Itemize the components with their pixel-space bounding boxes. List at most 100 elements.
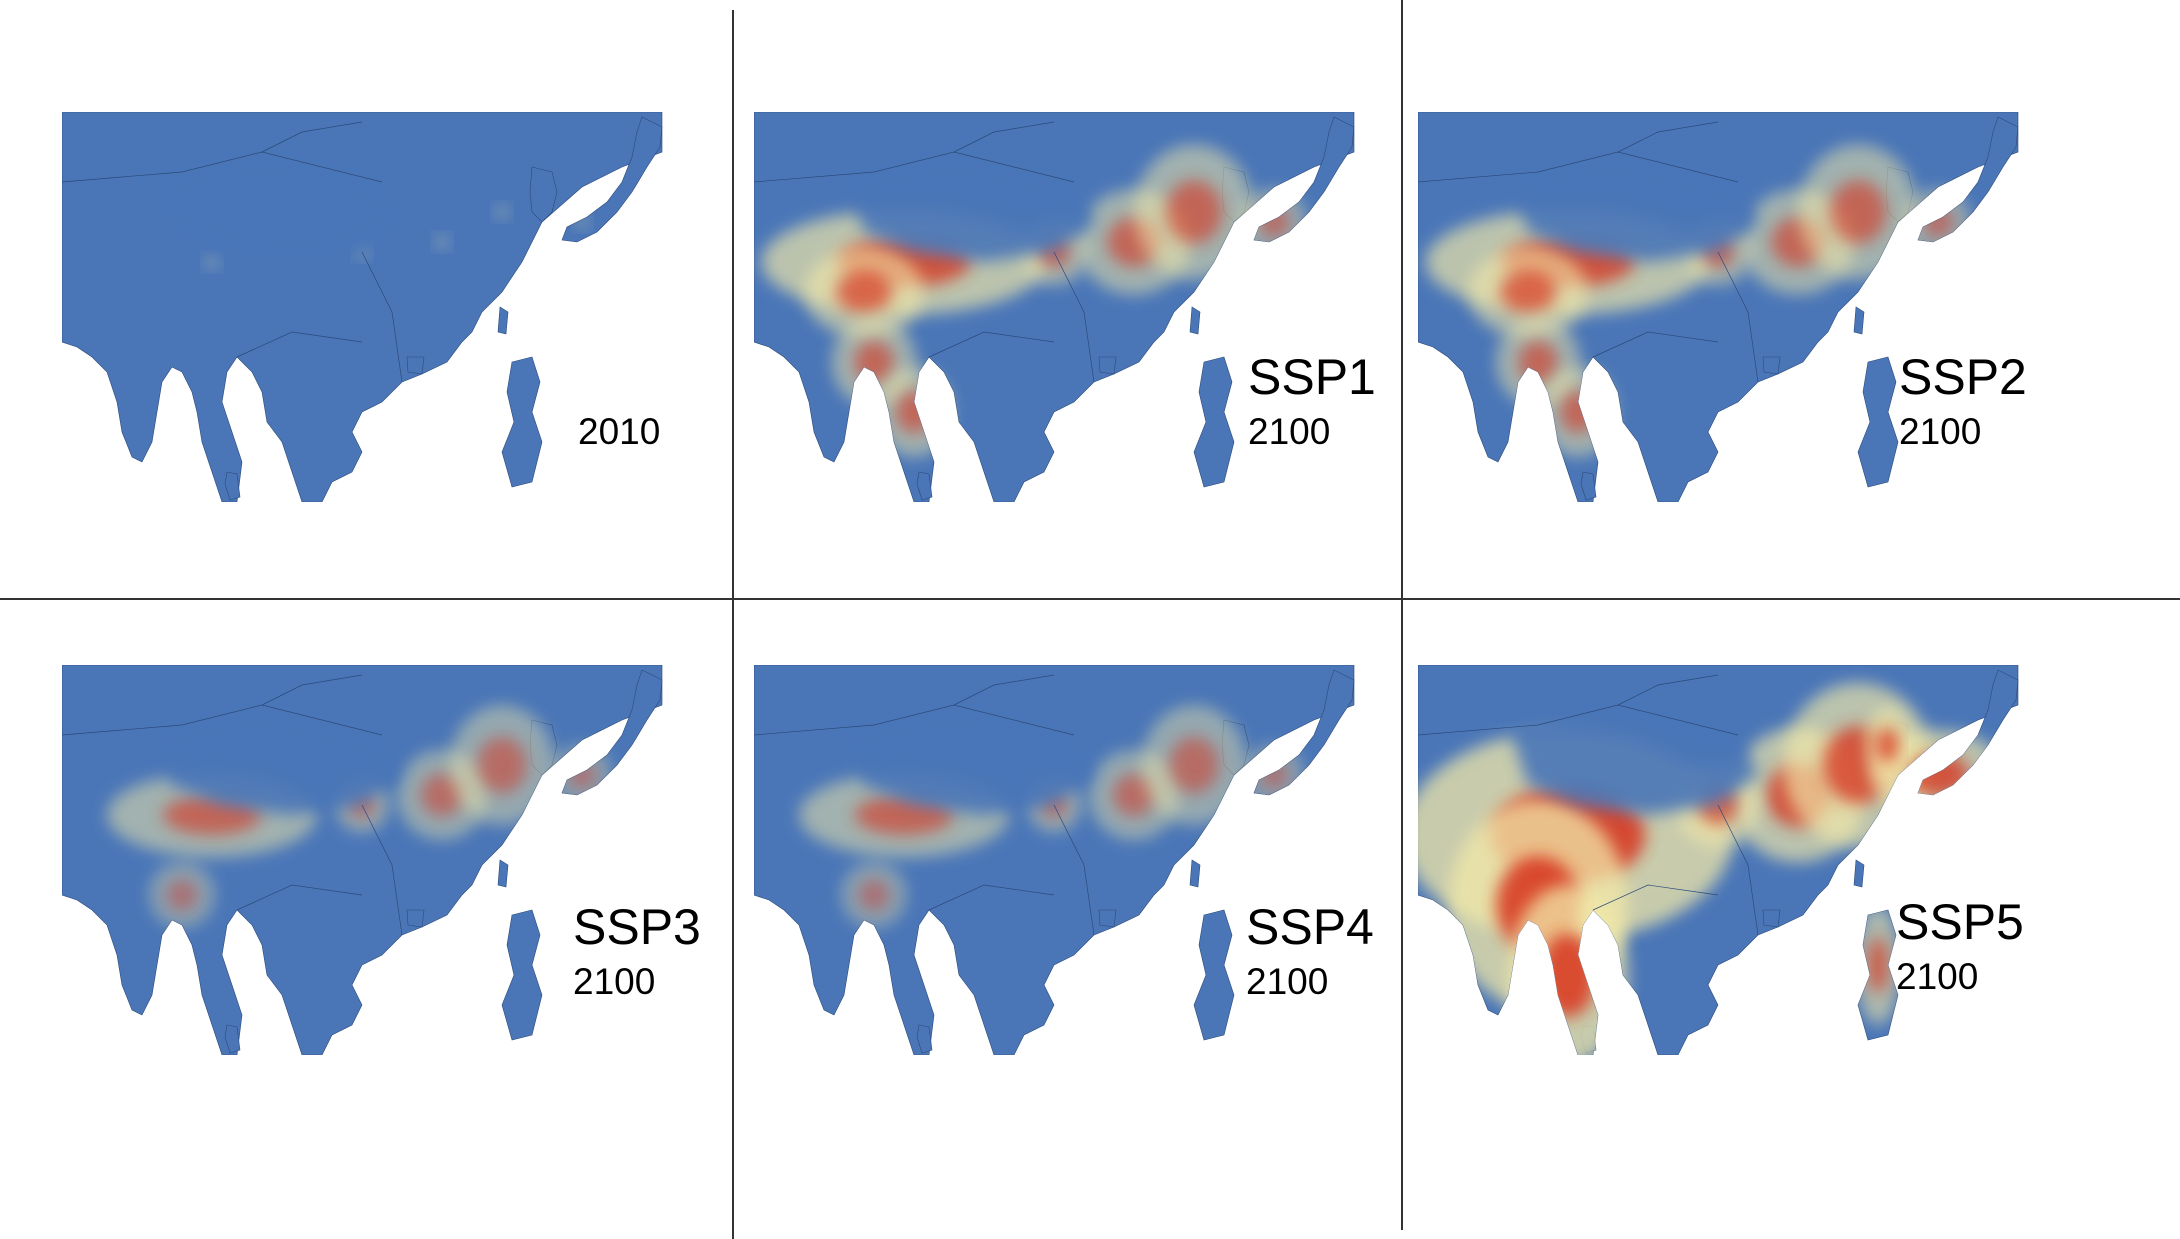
land-taiwan bbox=[1853, 859, 1865, 888]
scenario-label: SSP4 bbox=[1246, 899, 1374, 955]
land-hainan bbox=[1762, 909, 1781, 928]
density-hotspot bbox=[477, 737, 527, 793]
country-border bbox=[754, 151, 1075, 183]
country-border bbox=[754, 704, 1075, 736]
year-label: 2100 bbox=[1246, 961, 1329, 1002]
density-hotspot bbox=[1560, 391, 1596, 433]
plateau-region bbox=[152, 152, 402, 262]
horizontal-divider bbox=[0, 598, 2180, 600]
density-speckle bbox=[496, 206, 508, 218]
land-hainan bbox=[1098, 356, 1117, 375]
land-taiwan bbox=[497, 859, 509, 888]
country-border bbox=[261, 674, 363, 706]
map-panel-ssp5: SSP5 2100 bbox=[1354, 550, 2080, 1169]
map-panel-ssp2: SSP2 2100 bbox=[1354, 0, 2080, 619]
land-hainan bbox=[406, 909, 425, 928]
land-hainan bbox=[1762, 356, 1781, 375]
density-hotspot bbox=[1258, 206, 1290, 238]
scenario-label: SSP1 bbox=[1248, 349, 1376, 405]
density-hotspot bbox=[1169, 737, 1219, 793]
density-hotspot bbox=[1518, 341, 1558, 383]
map-graphic bbox=[1418, 665, 2019, 1055]
country-border bbox=[1053, 251, 1095, 383]
country-border bbox=[361, 804, 403, 936]
plateau-region bbox=[844, 152, 1094, 262]
density-hotspot bbox=[1867, 937, 1889, 993]
vertical-divider-right bbox=[1401, 0, 1403, 1230]
asia-map bbox=[62, 112, 702, 502]
density-hotspot bbox=[1260, 761, 1288, 789]
map-graphic bbox=[1418, 112, 2019, 502]
land-philippines bbox=[1857, 356, 1899, 488]
country-border bbox=[236, 884, 363, 911]
country-border bbox=[1592, 331, 1719, 358]
density-hotspot bbox=[836, 271, 892, 313]
density-hotspot bbox=[854, 341, 894, 383]
country-border bbox=[1717, 804, 1759, 936]
map-graphic bbox=[754, 665, 1355, 1055]
country-border bbox=[62, 704, 383, 736]
country-border bbox=[1717, 251, 1759, 383]
density-hotspot bbox=[1166, 180, 1222, 244]
country-border bbox=[1418, 704, 1739, 736]
density-hotspot bbox=[1906, 754, 1970, 796]
map-panel-ssp4: SSP4 2100 bbox=[690, 550, 1416, 1169]
country-border bbox=[236, 331, 363, 358]
land-japan bbox=[561, 116, 663, 243]
density-hotspot bbox=[1540, 933, 1596, 1017]
density-speckle bbox=[576, 216, 588, 228]
plateau-region bbox=[844, 705, 1094, 815]
density-speckle bbox=[206, 256, 218, 268]
plateau-region bbox=[1508, 705, 1758, 815]
asia-map bbox=[754, 112, 1394, 502]
land-taiwan bbox=[1189, 306, 1201, 335]
density-hotspot bbox=[166, 879, 198, 911]
scenario-label: SSP5 bbox=[1896, 894, 2024, 950]
asia-map bbox=[1418, 665, 2058, 1055]
country-border bbox=[928, 331, 1055, 358]
density-hotspot bbox=[568, 761, 596, 789]
land-philippines bbox=[1193, 356, 1235, 488]
density-hotspot bbox=[1877, 727, 1899, 763]
asia-map bbox=[754, 665, 1394, 1055]
density-hotspot bbox=[896, 391, 932, 433]
land-mainland bbox=[62, 665, 663, 1055]
country-border bbox=[953, 674, 1055, 706]
vertical-divider-left bbox=[732, 10, 734, 1239]
density-hotspot bbox=[1500, 271, 1556, 313]
year-label: 2100 bbox=[1248, 411, 1331, 452]
country-border bbox=[62, 151, 383, 183]
country-border bbox=[361, 251, 403, 383]
asia-map bbox=[62, 665, 702, 1055]
country-border bbox=[1592, 884, 1719, 911]
land-philippines bbox=[501, 356, 543, 488]
land-srilanka bbox=[224, 1024, 241, 1054]
country-border bbox=[1617, 674, 1719, 706]
density-hotspot bbox=[1830, 180, 1886, 244]
country-border bbox=[953, 121, 1055, 153]
land-taiwan bbox=[1189, 859, 1201, 888]
scenario-label: SSP3 bbox=[573, 899, 701, 955]
land-srilanka bbox=[224, 471, 241, 501]
land-taiwan bbox=[497, 306, 509, 335]
land-taiwan bbox=[1853, 306, 1865, 335]
land-srilanka bbox=[916, 471, 933, 501]
year-label: 2100 bbox=[1896, 956, 1979, 997]
map-graphic bbox=[754, 112, 1355, 502]
land-srilanka bbox=[1580, 471, 1597, 501]
density-hotspot bbox=[858, 879, 890, 911]
map-graphic bbox=[62, 665, 663, 1055]
plateau-region bbox=[152, 705, 402, 815]
land-philippines bbox=[501, 909, 543, 1041]
land-srilanka bbox=[916, 1024, 933, 1054]
density-hotspot bbox=[1922, 206, 1954, 238]
year-label: 2100 bbox=[573, 961, 656, 1002]
year-label: 2100 bbox=[1899, 411, 1982, 452]
country-border bbox=[1053, 804, 1095, 936]
country-border bbox=[928, 884, 1055, 911]
density-speckle bbox=[436, 236, 448, 248]
country-border bbox=[1418, 151, 1739, 183]
country-border bbox=[261, 121, 363, 153]
land-hainan bbox=[406, 356, 425, 375]
country-border bbox=[1617, 121, 1719, 153]
